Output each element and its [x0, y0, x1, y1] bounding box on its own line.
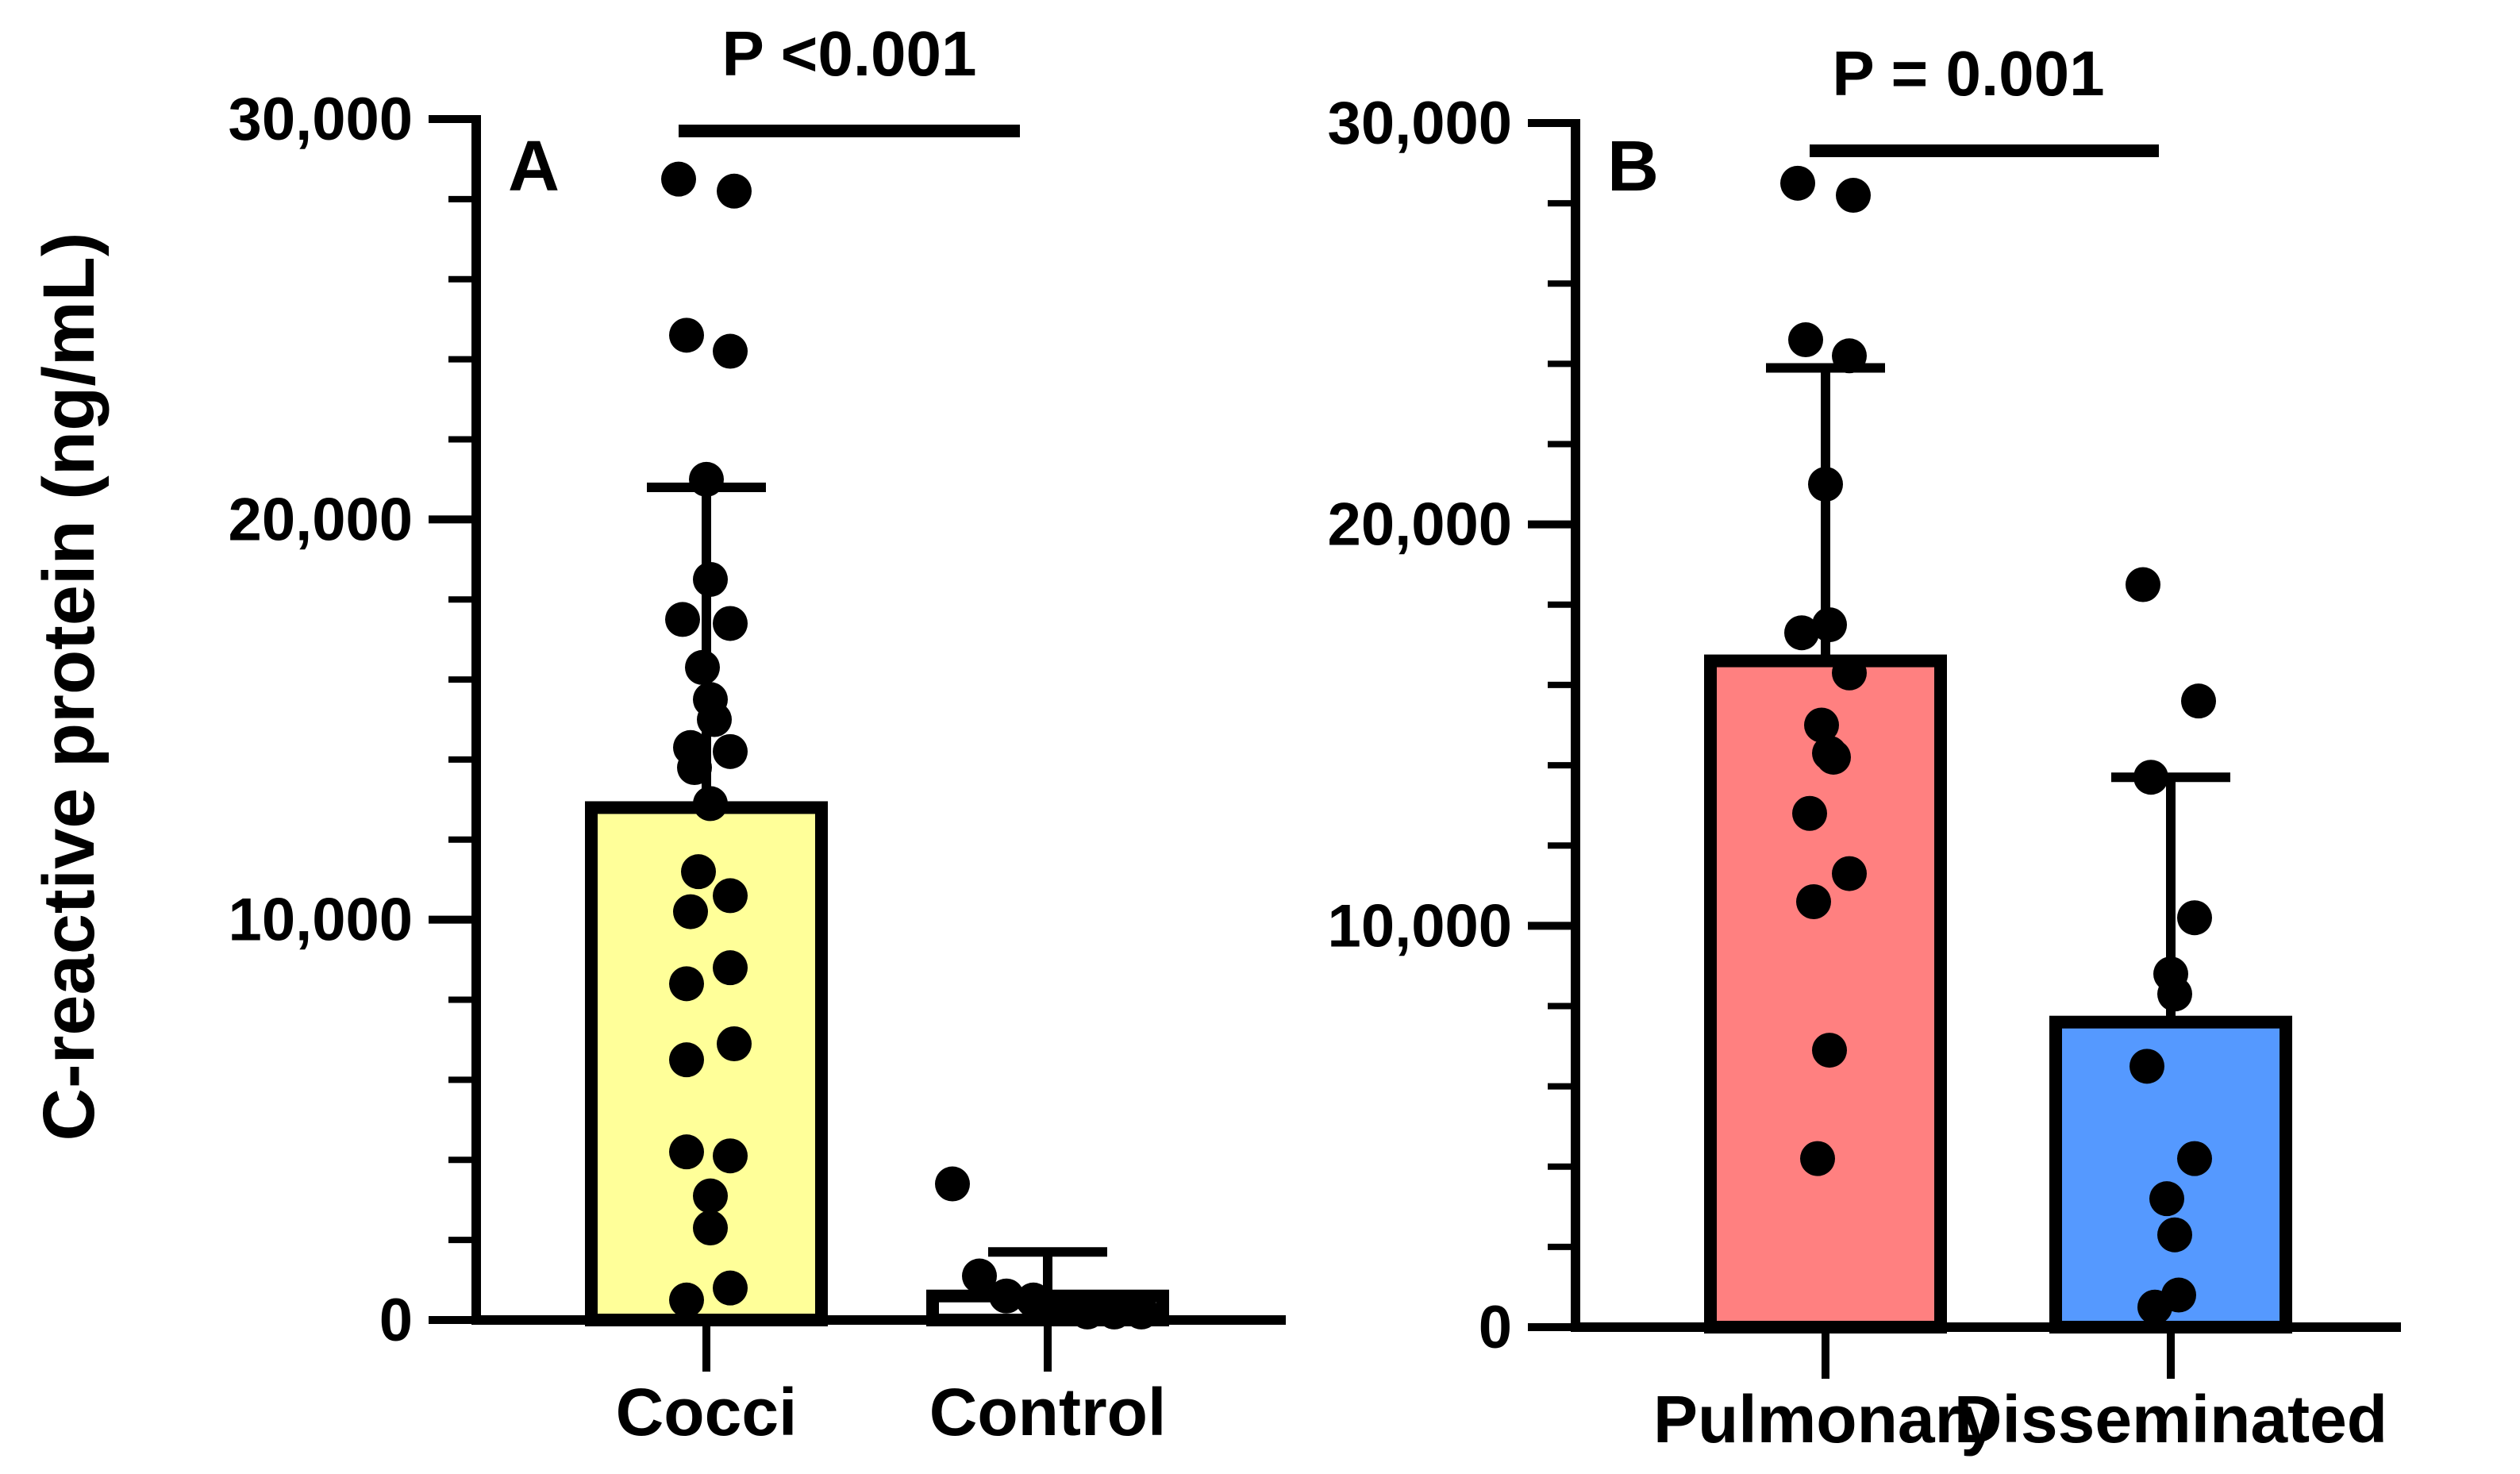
data-point — [1796, 883, 1831, 919]
data-point — [685, 649, 720, 685]
data-point — [2137, 1289, 2172, 1325]
data-point — [673, 894, 708, 929]
data-point — [693, 786, 728, 822]
data-point — [1832, 856, 1867, 891]
data-point — [2177, 1141, 2212, 1176]
data-point — [1788, 322, 1823, 358]
category-label: Control — [929, 1375, 1167, 1449]
data-point — [1124, 1294, 1159, 1330]
data-point — [1832, 655, 1867, 691]
data-point — [1780, 165, 1815, 201]
panel-label: A — [508, 127, 560, 206]
data-point — [1808, 467, 1843, 502]
data-point — [713, 950, 748, 986]
data-point — [2133, 760, 2168, 795]
data-point — [1070, 1294, 1105, 1330]
data-point — [1832, 338, 1867, 374]
data-point — [2129, 1049, 2164, 1084]
data-point — [2157, 1217, 2192, 1253]
y-tick-label: 30,000 — [229, 86, 413, 153]
data-point — [669, 1282, 704, 1318]
y-tick-label: 30,000 — [1328, 90, 1512, 157]
data-point — [693, 1210, 728, 1246]
significance-label: P = 0.001 — [1832, 38, 2104, 109]
data-point — [962, 1258, 997, 1294]
data-point — [1812, 607, 1847, 643]
data-point — [1800, 1141, 1835, 1176]
data-point — [669, 1042, 704, 1078]
y-tick-label: 20,000 — [1328, 491, 1512, 559]
data-point — [693, 561, 728, 597]
category-label: Cocci — [616, 1375, 798, 1449]
y-tick-label: 10,000 — [1328, 892, 1512, 960]
data-point — [681, 854, 716, 890]
data-point — [1097, 1294, 1132, 1330]
data-point — [661, 161, 696, 197]
data-point — [689, 461, 724, 497]
category-label: Pulmonary — [1653, 1382, 1998, 1457]
data-point — [1043, 1290, 1078, 1326]
data-point — [713, 733, 748, 769]
data-point — [713, 1270, 748, 1306]
data-point — [669, 318, 704, 353]
data-point — [1784, 615, 1819, 651]
data-point — [935, 1166, 970, 1202]
data-point — [1016, 1282, 1051, 1318]
data-point — [713, 606, 748, 641]
data-point — [665, 602, 700, 637]
y-tick-label: 0 — [1479, 1294, 1512, 1361]
data-point — [1836, 178, 1871, 214]
significance-label: P <0.001 — [721, 18, 976, 89]
category-label: Disseminated — [1954, 1382, 2387, 1457]
data-point — [1792, 795, 1827, 831]
data-point — [697, 702, 732, 737]
data-point — [713, 333, 748, 369]
data-point — [2126, 567, 2160, 602]
data-point — [2149, 1181, 2184, 1217]
data-point — [713, 878, 748, 914]
data-point — [669, 966, 704, 1002]
data-point — [2177, 900, 2212, 936]
data-point — [1816, 739, 1851, 775]
data-point — [2157, 976, 2192, 1012]
data-point — [717, 173, 752, 209]
data-point — [693, 1178, 728, 1214]
panel-a: 0 10,000 20,000 30,000 Cocci Control A P <0.001 — [229, 18, 1286, 1449]
panel-b: 0 10,000 20,000 30,000 PulmonaryDisseminated… — [1328, 38, 2401, 1457]
y-tick-label: 20,000 — [229, 486, 413, 553]
y-tick-label: 0 — [379, 1287, 413, 1354]
data-point — [717, 1026, 752, 1062]
data-point — [1804, 707, 1839, 743]
data-point — [669, 1134, 704, 1170]
data-point — [713, 1138, 748, 1174]
data-point — [677, 750, 712, 786]
data-point — [2181, 683, 2216, 719]
y-tick-label: 10,000 — [229, 887, 413, 954]
panel-label: B — [1607, 127, 1659, 206]
data-point — [1812, 1033, 1847, 1068]
data-point — [989, 1278, 1024, 1314]
y-axis-label: C-reactive protein (ng/mL) — [29, 232, 110, 1141]
